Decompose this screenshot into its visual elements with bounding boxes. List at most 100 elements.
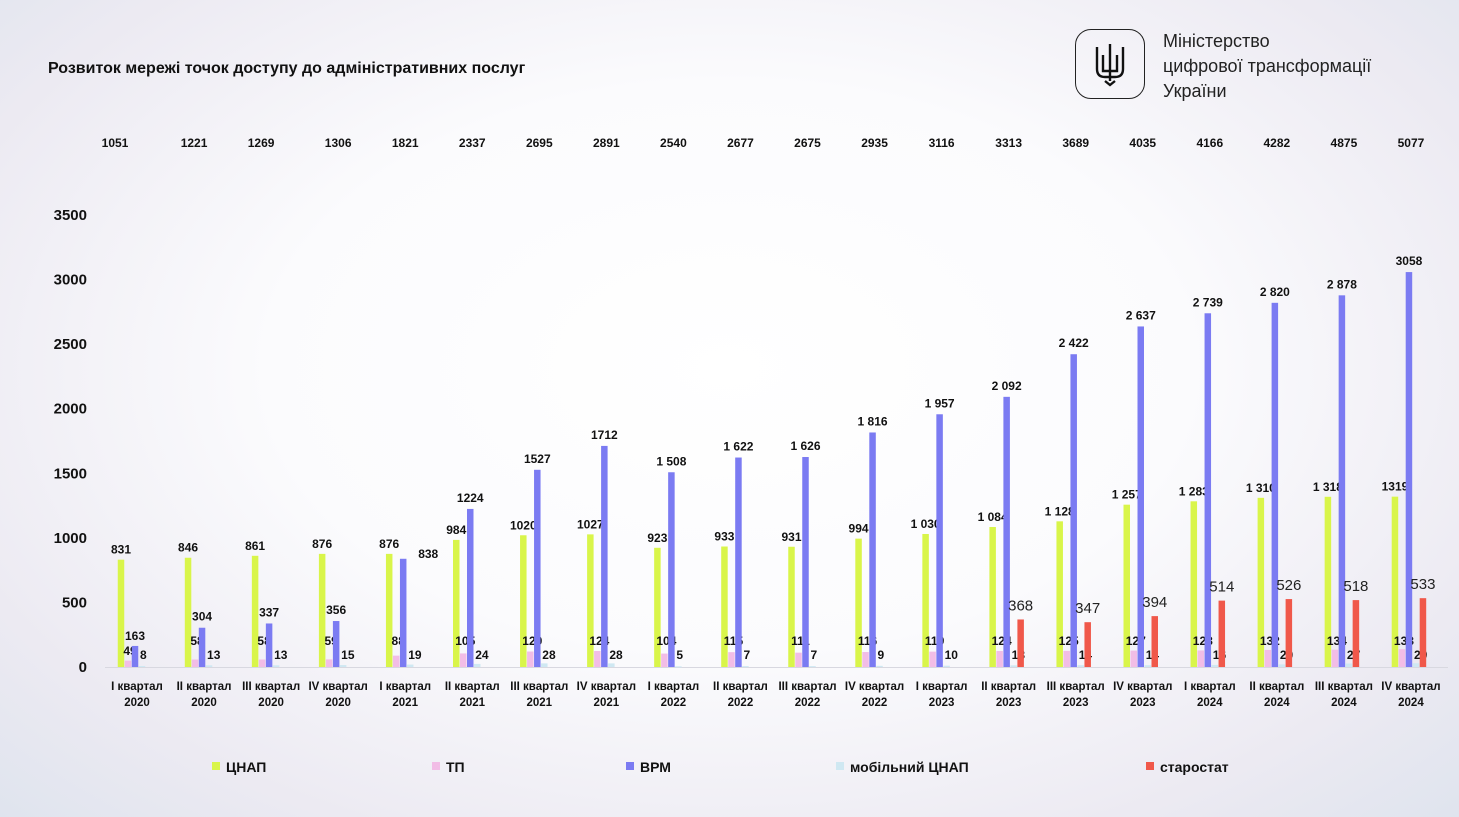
bar-ЦНАП: [855, 538, 862, 667]
bar-ЦНАП: [1391, 496, 1399, 667]
bar-ВРМ: [1070, 354, 1077, 667]
bar-мобільний-ЦНАП: [943, 665, 950, 667]
bar-мобільний-ЦНАП: [339, 665, 347, 667]
x-tick-label: IV квартал 2020: [308, 681, 367, 709]
legend-label: ВРМ: [640, 759, 671, 775]
data-label: 28: [542, 648, 556, 662]
data-label: 846: [178, 541, 198, 555]
data-label: 1020: [510, 518, 537, 532]
data-label: 984: [446, 523, 466, 537]
bar-ЦНАП: [1190, 501, 1198, 667]
bar-ВРМ: [802, 457, 809, 667]
total-label: 2891: [593, 136, 620, 150]
bar-ВРМ: [534, 469, 541, 667]
total-label: 3689: [1062, 136, 1089, 150]
total-label: 2677: [727, 136, 754, 150]
bar-ЦНАП: [721, 546, 728, 667]
bar-ВРМ: [198, 627, 206, 667]
data-label: 518: [1343, 578, 1368, 595]
bar-ТП: [996, 650, 1003, 667]
x-tick-label: III квартал 2020: [242, 681, 300, 709]
ministry-logo: [1075, 29, 1145, 99]
data-label: 1 622: [723, 440, 753, 454]
bar-мобільний-ЦНАП: [1010, 665, 1017, 667]
x-tick-label: IV квартал 2024: [1381, 681, 1440, 709]
legend-label: мобільний ЦНАП: [850, 759, 969, 775]
data-label: 1 084: [978, 510, 1008, 524]
data-label: 994: [849, 522, 869, 536]
bar-ЦНАП: [989, 527, 996, 667]
total-label: 4166: [1196, 136, 1223, 150]
data-label: 1224: [457, 491, 484, 505]
data-label: 2 878: [1327, 277, 1357, 291]
bar-мобільний-ЦНАП: [742, 666, 749, 668]
bar-ТП: [661, 653, 668, 667]
data-label: 304: [192, 610, 212, 624]
bar-ТП: [258, 659, 266, 667]
bar-ВРМ: [1338, 295, 1346, 667]
data-label: 347: [1075, 600, 1100, 617]
bar-ВРМ: [936, 414, 943, 667]
total-label: 2935: [861, 136, 888, 150]
x-tick-label: III квартал 2024: [1315, 681, 1373, 709]
data-label: 13: [207, 648, 221, 662]
bar-ЦНАП: [654, 547, 661, 667]
x-tick-label: II квартал 2024: [1249, 681, 1304, 709]
ministry-line2: цифрової трансформації: [1163, 56, 1372, 76]
total-label: 4875: [1331, 136, 1358, 150]
bar-ВРМ: [467, 508, 474, 667]
bar-мобільний-ЦНАП: [474, 663, 481, 667]
data-label: 368: [1008, 597, 1033, 614]
x-tick-label: IV квартал 2023: [1113, 681, 1172, 709]
bar-ТП: [795, 652, 802, 667]
bar-ТП: [1398, 649, 1406, 667]
data-label: 2 637: [1126, 308, 1156, 322]
bar-мобільний-ЦНАП: [1345, 663, 1353, 667]
total-label: 4035: [1129, 136, 1156, 150]
bar-мобільний-ЦНАП: [675, 666, 682, 668]
y-tick-label: 1000: [54, 530, 87, 547]
bar-ТП: [594, 650, 601, 667]
data-label: 1 318: [1313, 480, 1343, 494]
bar-ВРМ: [1137, 326, 1144, 667]
data-label: 1027: [577, 517, 604, 531]
legend-swatch: [212, 762, 220, 770]
bar-старостат: [1352, 600, 1360, 667]
data-label: 1 816: [858, 414, 888, 428]
legend-swatch: [626, 762, 634, 770]
bar-ВРМ: [869, 432, 876, 667]
bar-ЦНАП: [318, 553, 326, 667]
bar-ТП: [929, 651, 936, 667]
y-tick-label: 1500: [54, 465, 87, 482]
total-label: 2695: [526, 136, 553, 150]
data-label: 1 257: [1112, 488, 1142, 502]
bar-ЦНАП: [184, 557, 192, 667]
y-tick-label: 3000: [54, 272, 87, 289]
data-label: 1 957: [925, 396, 955, 410]
data-label: 923: [647, 531, 667, 545]
bar-старостат: [1218, 600, 1226, 667]
total-label: 3313: [995, 136, 1022, 150]
data-label: 163: [125, 629, 145, 643]
bar-мобільний-ЦНАП: [1278, 664, 1286, 667]
bar-мобільний-ЦНАП: [876, 665, 883, 667]
bar-старостат: [1419, 598, 1427, 667]
data-label: 1 030: [911, 517, 941, 531]
total-label: 1221: [181, 136, 208, 150]
data-label: 356: [326, 603, 346, 617]
data-label: 2 422: [1059, 336, 1089, 350]
total-label: 2337: [459, 136, 486, 150]
data-label: 514: [1209, 579, 1234, 596]
y-tick-label: 500: [62, 594, 87, 611]
data-label: 861: [245, 539, 265, 553]
bar-ЦНАП: [385, 553, 393, 667]
data-label: 526: [1276, 577, 1301, 594]
bar-мобільний-ЦНАП: [608, 663, 615, 667]
legend-label: ЦНАП: [226, 759, 266, 775]
bar-ТП: [1063, 650, 1070, 667]
bar-ВРМ: [1271, 302, 1279, 667]
data-label: 933: [714, 530, 734, 544]
data-label: 1 283: [1179, 484, 1209, 498]
bar-ТП: [1197, 650, 1205, 667]
bar-ВРМ: [1405, 272, 1413, 667]
